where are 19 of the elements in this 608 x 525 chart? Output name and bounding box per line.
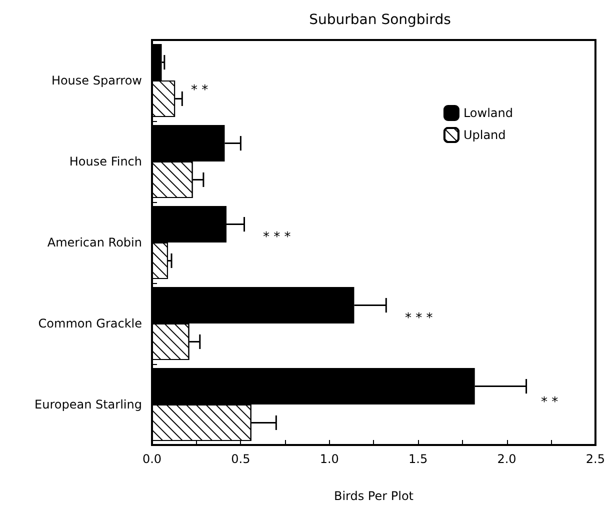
legend-label: Lowland (463, 106, 514, 120)
x-tick-label: 0.0 (142, 452, 162, 466)
x-tick-label: 2.0 (497, 452, 516, 466)
x-tick-label: 2.5 (586, 452, 606, 466)
y-tick-label: Common Grackle (38, 316, 142, 330)
y-tick-label: American Robin (47, 236, 142, 250)
x-axis-title: Birds Per Plot (334, 489, 414, 503)
x-tick-label: 1.5 (408, 452, 428, 466)
chart-title: Suburban Songbirds (309, 12, 451, 28)
x-tick-label: 1.0 (320, 452, 339, 466)
x-tick-label: 0.5 (231, 452, 250, 466)
annotation: * * * (405, 311, 434, 326)
legend-label: Upland (463, 128, 506, 142)
y-tick-label: European Starling (34, 398, 142, 412)
annotation: * * (541, 395, 559, 410)
y-tick-label: House Sparrow (51, 74, 142, 88)
annotation: * * (191, 83, 209, 98)
annotation: * * * (263, 230, 292, 245)
y-tick-label: House Finch (69, 154, 142, 168)
